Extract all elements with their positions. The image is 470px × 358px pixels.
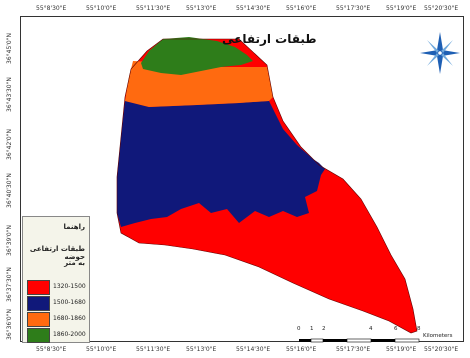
scale-bar: 0 1 2 4 6 8 Kilometers <box>297 326 452 347</box>
left-tick: 36°39'0"N <box>6 225 13 256</box>
legend-label: 1860-2000 <box>53 331 86 338</box>
basin-boundary <box>116 38 418 334</box>
top-tick: 55°16'0"E <box>286 5 317 12</box>
legend-item: 1500-1680 <box>27 296 87 311</box>
scale-tick: 2 <box>322 326 326 332</box>
left-tick: 36°42'0"N <box>6 129 13 160</box>
scale-unit: Kilometers <box>423 333 453 339</box>
bottom-tick: 55°13'0"E <box>186 346 217 353</box>
bottom-tick: 55°20'30"E <box>424 346 459 353</box>
legend-subtitle: طبقات ارتفاعی حوضه <box>29 245 85 261</box>
legend-item: 1860-2000 <box>27 328 87 343</box>
bottom-tick: 55°17'30"E <box>336 346 371 353</box>
scale-tick: 1 <box>310 326 314 332</box>
elevation-zone-1500-1680 <box>117 101 325 227</box>
left-tick: 36°36'0"N <box>6 309 13 340</box>
bottom-tick: 55°19'0"E <box>386 346 417 353</box>
top-tick: 55°19'0"E <box>386 5 417 12</box>
scale-tick: 6 <box>394 326 398 332</box>
top-tick: 55°11'30"E <box>136 5 171 12</box>
scale-tick: 0 <box>297 326 301 332</box>
legend-swatch <box>27 312 50 327</box>
left-tick: 36°40'30"N <box>6 173 13 208</box>
bottom-tick: 55°10'0"E <box>86 346 117 353</box>
legend-label: 1500-1680 <box>53 299 86 306</box>
top-tick: 55°10'0"E <box>86 5 117 12</box>
scale-bar-graphic <box>299 338 420 343</box>
legend-unit: به متر <box>64 259 85 267</box>
legend-swatch <box>27 328 50 343</box>
map-legend: راهنما طبقات ارتفاعی حوضه به متر 1320-15… <box>22 216 90 343</box>
left-tick: 36°43'30"N <box>6 77 13 112</box>
legend-label: 1320-1500 <box>53 283 86 290</box>
bottom-tick: 55°14'30"E <box>236 346 271 353</box>
map-frame <box>20 16 464 342</box>
legend-heading: راهنما <box>63 223 85 231</box>
scale-tick: 8 <box>417 326 421 332</box>
legend-item: 1320-1500 <box>27 280 87 295</box>
left-tick: 36°37'30"N <box>6 267 13 302</box>
top-tick: 55°14'30"E <box>236 5 271 12</box>
legend-item: 1680-1860 <box>27 312 87 327</box>
map-title: طبقات ارتفاعی <box>222 32 317 46</box>
bottom-tick: 55°16'0"E <box>286 346 317 353</box>
elevation-zone-1860-2000 <box>141 37 253 75</box>
left-tick: 36°45'0"N <box>6 33 13 64</box>
top-tick: 55°13'0"E <box>186 5 217 12</box>
top-tick: 55°17'30"E <box>336 5 371 12</box>
legend-label: 1680-1860 <box>53 315 86 322</box>
top-tick: 55°8'30"E <box>36 5 67 12</box>
elevation-map <box>116 37 418 334</box>
scale-tick: 4 <box>369 326 373 332</box>
legend-swatch <box>27 280 50 295</box>
legend-swatch <box>27 296 50 311</box>
bottom-tick: 55°11'30"E <box>136 346 171 353</box>
top-tick: 55°20'30"E <box>424 5 459 12</box>
bottom-tick: 55°8'30"E <box>36 346 67 353</box>
compass-rose-icon <box>420 32 460 74</box>
